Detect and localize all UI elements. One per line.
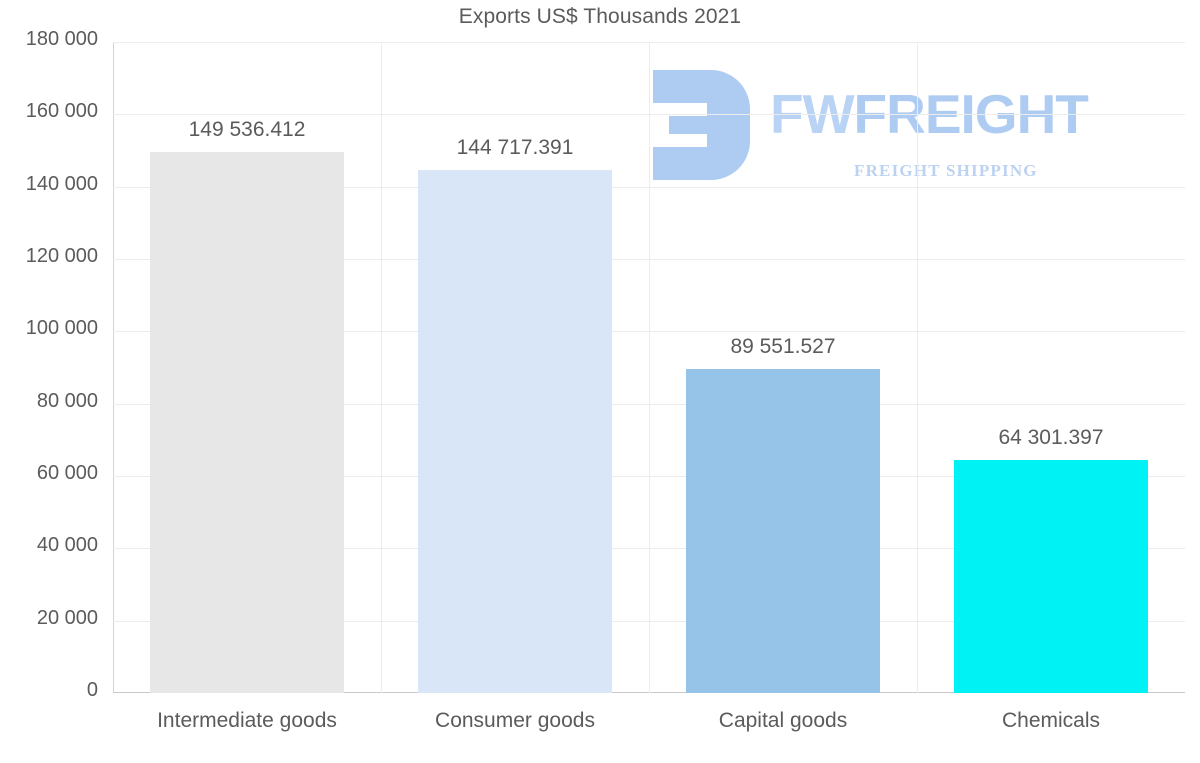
y-axis-tick-label: 0: [86, 679, 98, 701]
bar[interactable]: [149, 152, 345, 693]
y-axis-tick-label: 40 000: [36, 534, 98, 557]
y-axis-tick-label: 120 000: [25, 245, 98, 267]
y-axis-tick-label: 100 000: [25, 317, 98, 340]
x-axis-category-label: Chemicals: [1001, 709, 1101, 732]
gridline-vertical: [649, 42, 650, 693]
y-axis-tick-label: 180 000: [25, 28, 98, 50]
plot-area: 149 536.412 144 717.391 89 551.527 64 301.3…: [113, 42, 1185, 693]
y-axis-tick-label: 80 000: [36, 389, 98, 412]
x-axis-category-label: Capital goods: [718, 709, 848, 732]
gridline-vertical: [381, 42, 382, 693]
y-axis-tick-label: 20 000: [36, 606, 98, 629]
y-axis-tick-label: 140 000: [25, 172, 98, 195]
bar[interactable]: [685, 369, 881, 693]
chart-title: Exports US$ Thousands 2021: [458, 5, 742, 28]
bar-value-label: 89 551.527: [730, 335, 836, 359]
y-axis-tick-label: 160 000: [25, 100, 98, 123]
y-axis-line: [113, 42, 114, 693]
x-axis-category-label: Intermediate goods: [157, 709, 337, 732]
x-axis-category-label: Consumer goods: [435, 709, 595, 732]
bar-value-label: 144 717.391: [456, 135, 574, 159]
bar-value-label: 64 301.397: [998, 426, 1104, 450]
y-axis-tick-label: 60 000: [36, 462, 98, 484]
bar[interactable]: [953, 460, 1149, 693]
bar[interactable]: [417, 169, 613, 693]
bar-value-label: 149 536.412: [188, 118, 306, 142]
gridline-vertical: [917, 42, 918, 693]
